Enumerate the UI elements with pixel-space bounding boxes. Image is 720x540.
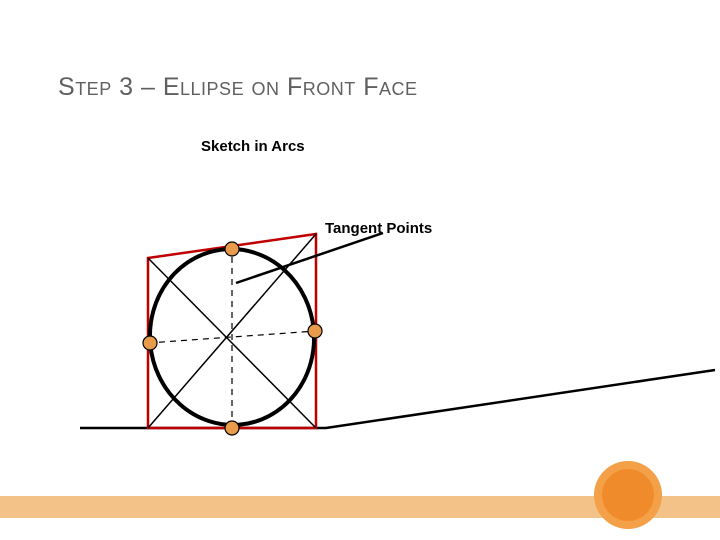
tangent-point xyxy=(143,336,157,350)
tangent-point xyxy=(225,242,239,256)
ellipse-construction-diagram xyxy=(0,0,720,540)
baseline xyxy=(326,370,715,428)
corner-circle-inner xyxy=(602,469,654,521)
tangent-point xyxy=(308,324,322,338)
tangent-point xyxy=(225,421,239,435)
